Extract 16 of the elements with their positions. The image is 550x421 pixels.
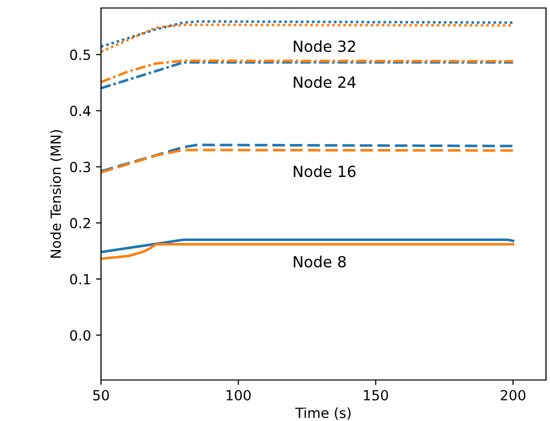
x-tick-label: 200 [500, 390, 526, 400]
annotation: Node 24 [294, 76, 356, 88]
x-tick-label: 50 [93, 390, 109, 400]
y-tick-label: 0.3 [70, 162, 90, 172]
annotation: Node 32 [294, 40, 355, 52]
x-tick-label: 150 [364, 390, 388, 400]
annotation: Node 8 [294, 256, 346, 268]
y-tick-label: 0.4 [70, 106, 90, 116]
y-tick-label: 0.1 [70, 274, 90, 284]
x-axis-title: Time (s) [295, 407, 351, 420]
annotation: Node 16 [294, 165, 356, 178]
y-tick-label: 0.5 [70, 50, 90, 60]
y-tick-label: 0.2 [70, 218, 90, 228]
y-tick-label: 0.0 [70, 330, 90, 341]
x-tick-label: 100 [226, 390, 251, 400]
y-axis-title: Node Tension (MN) [50, 130, 63, 258]
